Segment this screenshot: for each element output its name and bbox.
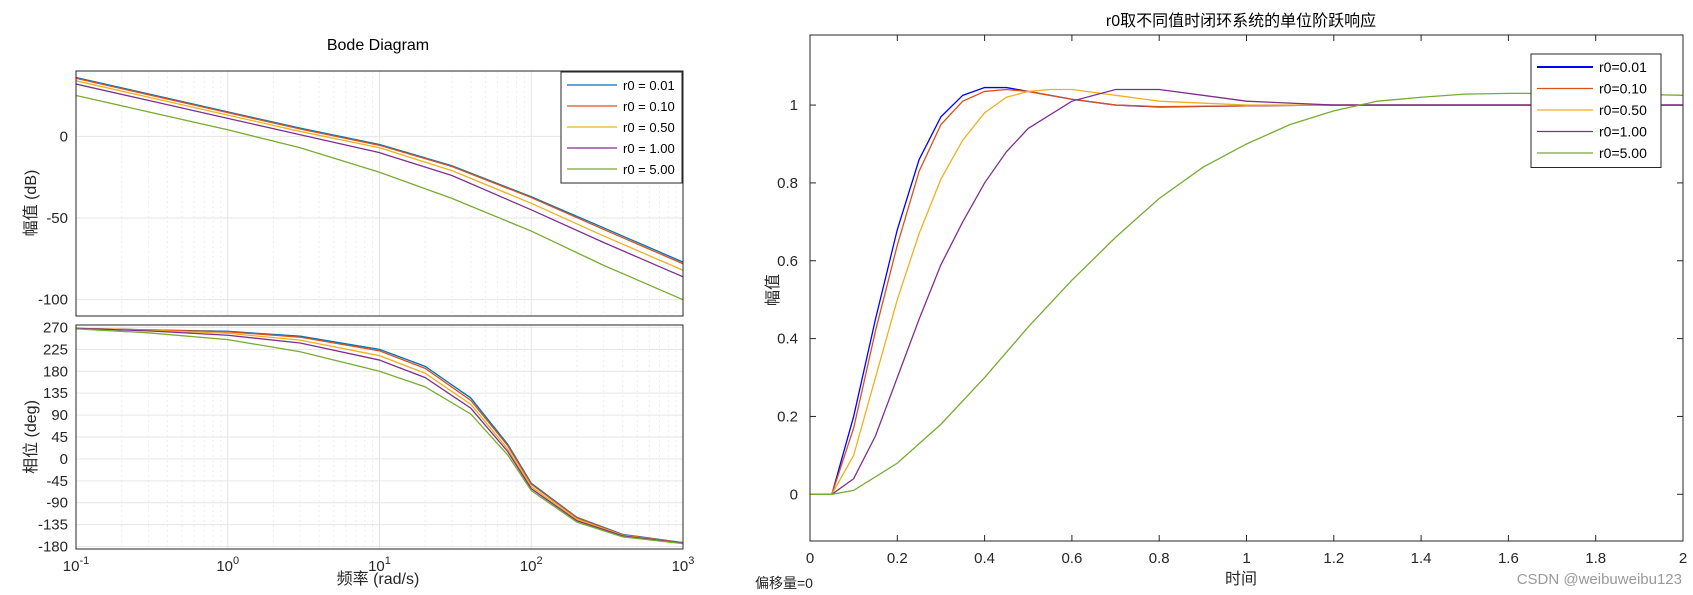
legend-label: r0=0.01	[1599, 59, 1647, 75]
y-tick-label: 0.8	[777, 175, 798, 192]
legend-label: r0 = 5.00	[623, 162, 675, 177]
x-tick-label: 0.2	[887, 550, 908, 567]
y-tick-label: 0.4	[777, 331, 798, 348]
legend-label: r0 = 0.01	[623, 78, 675, 93]
step-series-line-1	[810, 88, 1683, 495]
x-tick-label: 0.4	[974, 550, 995, 567]
step-series-line-3	[810, 88, 1683, 495]
x-tick-label: 1	[1242, 550, 1250, 567]
x-tick-base: 10	[520, 558, 537, 575]
x-tick-label: 101	[368, 555, 391, 575]
legend-box	[1530, 53, 1662, 168]
y-tick-label: 0.6	[777, 253, 798, 270]
series-line-magnitude-1	[76, 77, 683, 265]
y-tick-label: 225	[43, 341, 68, 358]
offset-label: 偏移量=0	[755, 575, 813, 591]
bode-title: Bode Diagram	[327, 37, 429, 54]
y-tick-label: -50	[46, 210, 68, 227]
series-line-phase-1	[76, 327, 683, 544]
x-tick-exponent: 1	[385, 555, 391, 567]
bode-magnitude-y-label: 幅值 (dB)	[22, 170, 40, 237]
x-tick-label: 1.6	[1498, 550, 1519, 567]
y-tick-label: 180	[43, 363, 68, 380]
step-series-line-2	[810, 88, 1683, 495]
y-tick-label: -100	[38, 292, 68, 309]
y-tick-label: -180	[38, 539, 68, 556]
y-tick-label: 135	[43, 385, 68, 402]
y-tick-label: -135	[38, 517, 68, 534]
x-tick-exponent: 0	[233, 555, 239, 567]
legend-label: r0=0.50	[1599, 102, 1647, 118]
step-y-axis-label: 幅值	[764, 274, 782, 306]
x-tick-exponent: 2	[537, 555, 543, 567]
y-tick-label: 270	[43, 319, 68, 336]
legend-label: r0 = 0.10	[623, 99, 675, 114]
x-tick-label: 1.2	[1323, 550, 1344, 567]
bode-x-axis-label: 频率 (rad/s)	[337, 570, 420, 588]
x-tick-label: 103	[672, 555, 695, 575]
step-x-axis-label: 时间	[1225, 570, 1257, 588]
x-tick-base: 10	[368, 558, 385, 575]
plot-frame	[75, 324, 684, 550]
x-tick-label: 0	[806, 550, 814, 567]
series-line-magnitude-4	[76, 94, 683, 301]
bode-phase-panel: 270 225 180 135 90 45 0 -45 -90 -135 -180	[38, 319, 684, 556]
legend-label: r0=1.00	[1599, 124, 1647, 140]
step-series-line-4	[810, 92, 1683, 495]
y-tick-label: 0.2	[777, 408, 798, 425]
step-title: r0取不同值时闭环系统的单位阶跃响应	[1106, 11, 1376, 30]
bode-phase-y-label: 相位 (deg)	[22, 400, 40, 474]
bode-legend: r0 = 0.01 r0 = 0.10 r0 = 0.50 r0 = 1.00 r0 =…	[560, 71, 683, 184]
x-tick-label: 0.6	[1061, 550, 1082, 567]
bode-x-ticks: 10-1 100 101 102 103	[63, 555, 695, 575]
x-tick-label: 1.8	[1585, 550, 1606, 567]
y-tick-label: 0	[60, 128, 68, 145]
step-response-chart: r0取不同值时闭环系统的单位阶跃响应 0 0.2 0.4 0.6 0.8 1 1.2 1.4 1…	[764, 11, 1687, 588]
bode-diagram: Bode Diagram 0 -50 -100 270 225 180 135 90 45 0 -…	[22, 37, 694, 588]
x-tick-base: 10	[63, 558, 80, 575]
legend-label: r0 = 1.00	[623, 141, 675, 156]
x-tick-label: 102	[520, 555, 543, 575]
series-line-phase-4	[76, 328, 683, 545]
y-tick-label: 45	[51, 429, 68, 446]
x-tick-label: 1.4	[1411, 550, 1432, 567]
series-line-magnitude-3	[76, 83, 683, 278]
x-tick-exponent: 3	[688, 555, 694, 567]
plot-frame	[809, 34, 1684, 542]
series-line-phase-2	[76, 327, 683, 544]
y-tick-label: 0	[790, 486, 798, 503]
series-line-magnitude-0	[76, 76, 683, 263]
legend-label: r0 = 0.50	[623, 120, 675, 135]
x-tick-label: 10-1	[63, 555, 89, 575]
x-tick-base: 10	[216, 558, 233, 575]
y-tick-label: 90	[51, 407, 68, 424]
legend-label: r0=5.00	[1599, 145, 1647, 161]
series-line-phase-3	[76, 327, 683, 544]
step-legend: r0=0.01 r0=0.10 r0=0.50 r0=1.00 r0=5.00	[1530, 53, 1662, 168]
x-tick-label: 0.8	[1149, 550, 1170, 567]
legend-label: r0=0.10	[1599, 81, 1647, 97]
x-tick-label: 100	[216, 555, 239, 575]
plot-frame	[75, 70, 684, 317]
y-tick-label: 1	[790, 97, 798, 114]
watermark: CSDN @weibuweibu123	[1517, 571, 1682, 588]
y-tick-label: -90	[46, 495, 68, 512]
x-tick-exponent: -1	[79, 555, 89, 567]
x-tick-label: 2	[1679, 550, 1687, 567]
y-tick-label: 0	[60, 451, 68, 468]
y-tick-label: -45	[46, 473, 68, 490]
series-line-magnitude-2	[76, 80, 683, 271]
x-tick-base: 10	[672, 558, 689, 575]
